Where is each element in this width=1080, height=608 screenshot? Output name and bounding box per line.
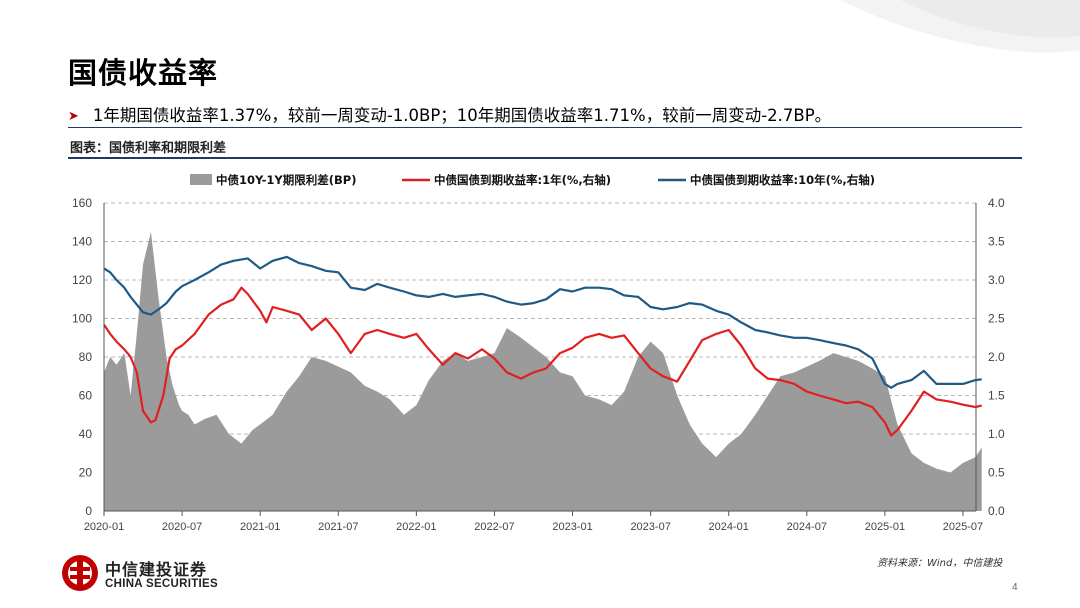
chart-legend: 中债10Y-1Y期限利差(BP) 中债国债到期收益率:1年(%,右轴) 中债国债到期… — [190, 173, 875, 187]
y-left-tick-label: 120 — [72, 273, 92, 287]
yield-lines-layer — [103, 255, 982, 437]
chart-axes — [103, 203, 977, 512]
y-right-tick-label: 3.0 — [988, 273, 1005, 287]
y-left-tick-label: 40 — [79, 427, 93, 441]
x-tick-label: 2021-01 — [240, 521, 280, 533]
x-axis-ticks: 2020-01 2020-07 2021-01 2021-07 2022-01 2022-… — [84, 511, 983, 533]
y-right-tick-label: 4.0 — [988, 196, 1005, 210]
legend-label-spread: 中债10Y-1Y期限利差(BP) — [216, 173, 356, 187]
legend-label-1y: 中债国债到期收益率:1年(%,右轴) — [434, 173, 611, 187]
yield-1y-line — [103, 286, 982, 437]
y-left-tick-label: 60 — [79, 389, 93, 403]
x-tick-label: 2024-01 — [709, 521, 749, 533]
y-left-tick-label: 80 — [79, 350, 93, 364]
yield-10y-line — [103, 255, 982, 389]
x-tick-label: 2025-07 — [943, 521, 983, 533]
x-tick-label: 2025-01 — [865, 521, 905, 533]
divider-bottom — [68, 157, 1022, 159]
summary-text: 1年期国债收益率1.37%，较前一周变动-1.0BP；10年期国债收益率1.71… — [92, 106, 832, 125]
x-tick-label: 2023-01 — [552, 521, 592, 533]
x-tick-label: 2024-07 — [787, 521, 827, 533]
x-tick-label: 2022-07 — [474, 521, 514, 533]
page-number: 4 — [1012, 582, 1018, 593]
page-title: 国债收益率 — [68, 56, 219, 90]
x-tick-label: 2022-01 — [396, 521, 436, 533]
right-axis-ticks: 0.0 0.5 1.0 1.5 2.0 2.5 3.0 3.5 4.0 — [988, 196, 1005, 518]
x-tick-label: 2020-07 — [162, 521, 202, 533]
y-left-tick-label: 0 — [85, 504, 92, 518]
y-right-tick-label: 0.0 — [988, 504, 1005, 518]
y-left-tick-label: 140 — [72, 235, 92, 249]
logo-text-english: CHINA SECURITIES — [105, 578, 218, 590]
x-tick-label: 2023-07 — [630, 521, 670, 533]
legend-label-10y: 中债国债到期收益率:10年(%,右轴) — [690, 173, 875, 187]
y-right-tick-label: 2.0 — [988, 350, 1005, 364]
arrow-bullet-icon: ➤ — [68, 109, 79, 124]
left-axis-ticks: 0 20 40 60 80 100 120 140 160 — [72, 196, 92, 518]
y-right-tick-label: 1.0 — [988, 427, 1005, 441]
summary-bullet: ➤ 1年期国债收益率1.37%，较前一周变动-1.0BP；10年期国债收益率1.7… — [68, 102, 831, 126]
logo-text-chinese: 中信建投证券 — [105, 560, 208, 579]
legend-swatch-spread — [190, 174, 212, 185]
y-right-tick-label: 2.5 — [988, 312, 1005, 326]
y-left-tick-label: 20 — [79, 466, 93, 480]
x-tick-label: 2020-01 — [84, 521, 124, 533]
y-left-tick-label: 100 — [72, 312, 92, 326]
y-right-tick-label: 3.5 — [988, 235, 1005, 249]
y-left-tick-label: 160 — [72, 196, 92, 210]
y-right-tick-label: 0.5 — [988, 466, 1005, 480]
chart-caption: 图表：国债利率和期限利差 — [70, 141, 227, 156]
china-securities-logo-icon — [62, 555, 98, 591]
divider-top — [68, 127, 1022, 128]
x-tick-label: 2021-07 — [318, 521, 358, 533]
spread-area — [104, 231, 982, 511]
spread-area-layer — [104, 231, 982, 511]
y-right-tick-label: 1.5 — [988, 389, 1005, 403]
corner-decoration — [840, 0, 1080, 53]
source-note: 资料来源：Wind，中信建投 — [877, 558, 1003, 569]
